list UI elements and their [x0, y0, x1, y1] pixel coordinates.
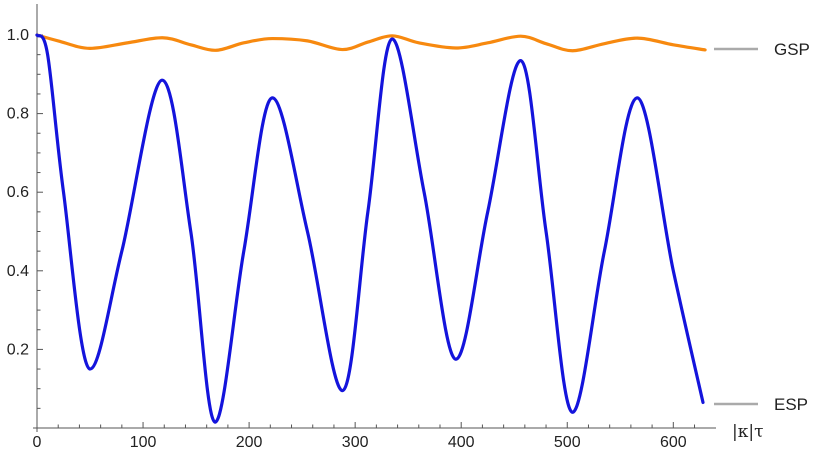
x-tick-label: 0 — [33, 434, 42, 451]
x-tick-label: 300 — [342, 434, 369, 451]
y-tick-label: 0.8 — [7, 106, 29, 123]
series-line-esp — [35, 33, 705, 424]
legend: GSP ESP — [714, 40, 810, 414]
x-tick-label: 100 — [130, 434, 157, 451]
x-axis-title: |κ|τ — [732, 422, 764, 442]
series-layer — [35, 33, 707, 424]
x-tick-label: 600 — [660, 434, 687, 451]
axes: 0 100 200 300 400 500 600 0.2 0.4 0.6 0.8 1.0 — [7, 4, 716, 451]
y-tick-label: 0.4 — [7, 263, 29, 280]
series-line-gsp — [35, 33, 707, 53]
legend-label-gsp: GSP — [774, 40, 810, 59]
x-tick-label: 500 — [554, 434, 581, 451]
x-tick-label: 400 — [448, 434, 475, 451]
y-tick-label: 0.2 — [7, 341, 29, 358]
y-tick-label: 0.6 — [7, 184, 29, 201]
x-tick-label: 200 — [236, 434, 263, 451]
y-tick-label: 1.0 — [7, 27, 29, 44]
legend-label-esp: ESP — [774, 395, 808, 414]
